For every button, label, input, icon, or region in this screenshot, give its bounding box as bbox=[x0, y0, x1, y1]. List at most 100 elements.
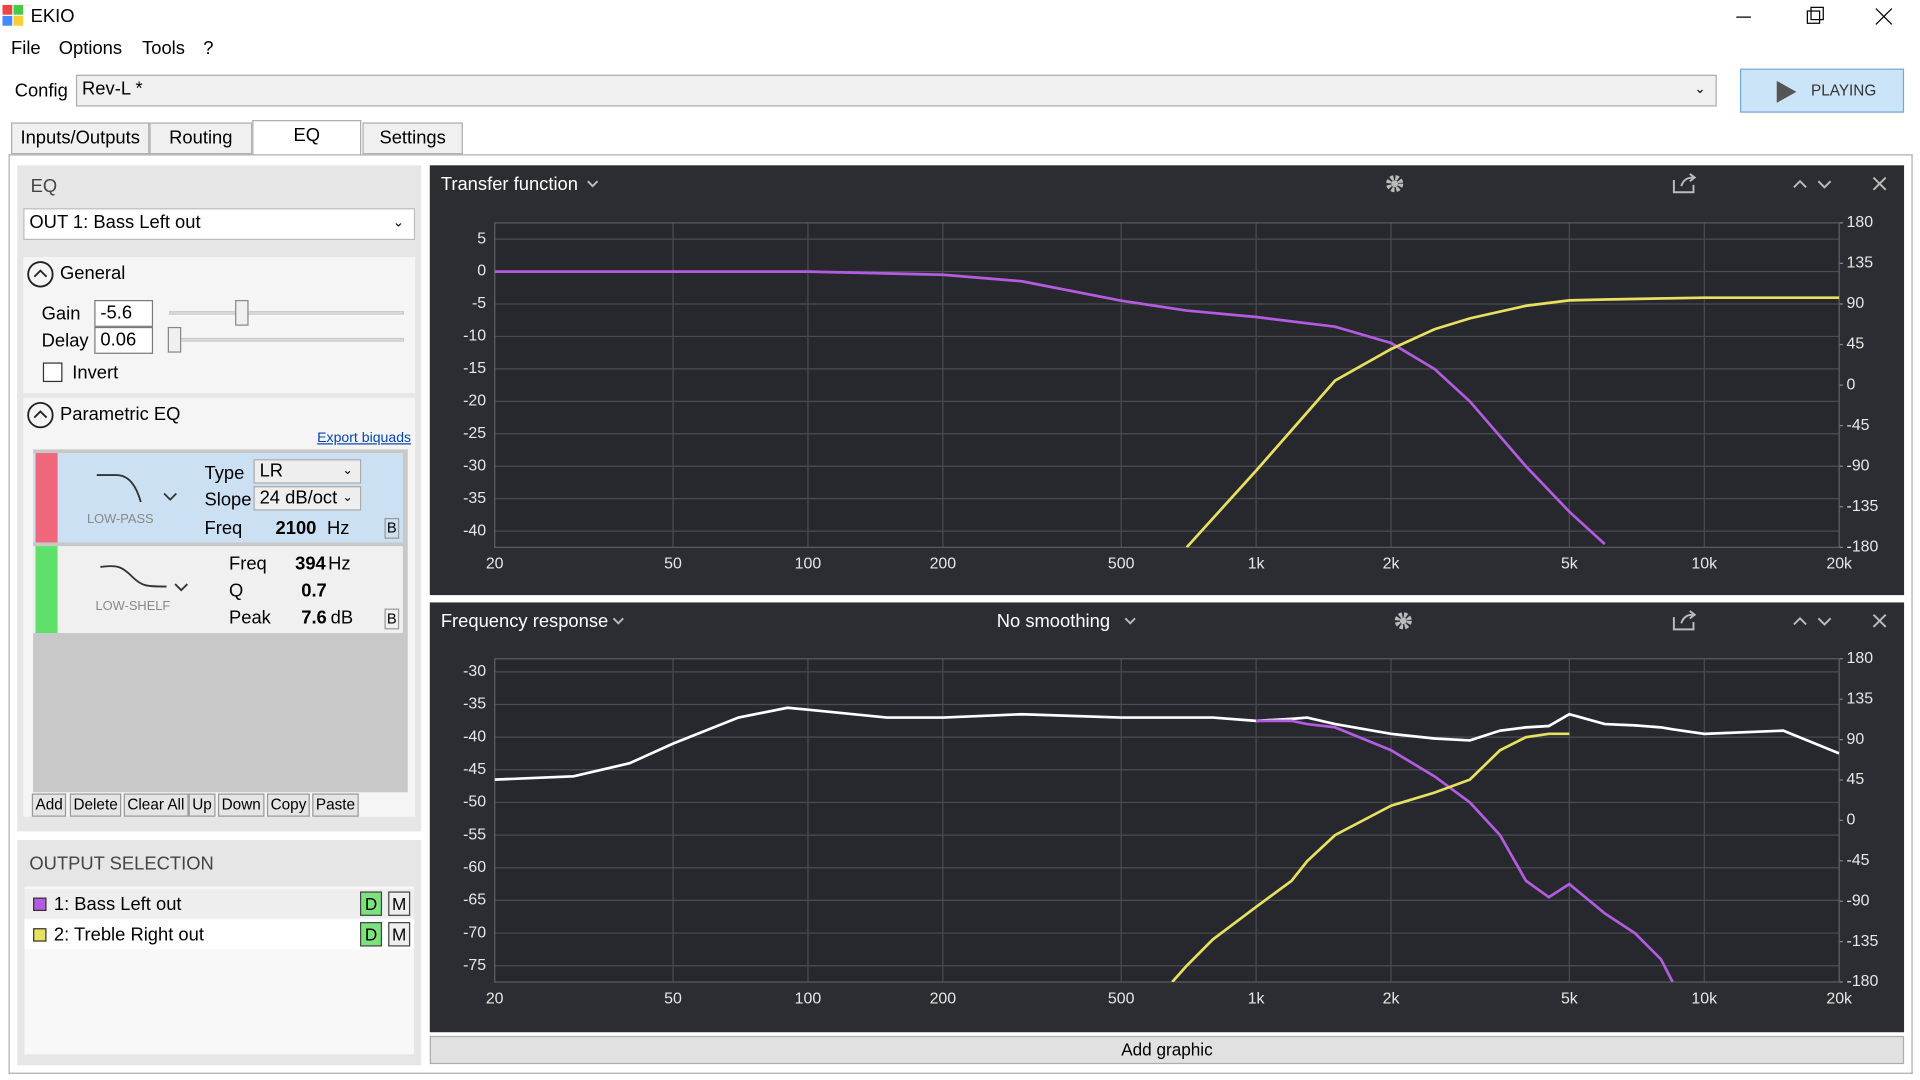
x-tick-label: 200 bbox=[930, 556, 957, 573]
freq-value[interactable]: 394 bbox=[295, 553, 326, 575]
peak-value[interactable]: 7.6 bbox=[301, 607, 327, 629]
chart-title[interactable]: Frequency response bbox=[440, 611, 609, 632]
export-link[interactable]: Export biquads bbox=[317, 431, 412, 446]
chart-title[interactable]: Transfer function bbox=[440, 173, 578, 195]
add-filter-button[interactable]: Add bbox=[31, 793, 67, 817]
y-tick-label: -20 bbox=[463, 393, 486, 410]
delay-slider[interactable] bbox=[168, 337, 405, 342]
tab[interactable]: Settings bbox=[362, 122, 463, 155]
filter-name: LOW-SHELF bbox=[95, 598, 171, 614]
filter-color bbox=[35, 546, 58, 634]
smoothing-select[interactable]: No smoothing bbox=[996, 611, 1111, 632]
config-value: Rev-L * bbox=[82, 78, 143, 100]
delay-input[interactable]: 0.06 bbox=[94, 326, 154, 354]
play-button[interactable]: PLAYING bbox=[1740, 68, 1905, 113]
plot-area bbox=[494, 222, 1840, 548]
tab-selected[interactable]: EQ bbox=[252, 120, 362, 156]
down-button[interactable]: Down bbox=[217, 793, 265, 817]
y2-tick-label: -135 bbox=[1847, 498, 1879, 515]
q-value[interactable]: 0.7 bbox=[301, 580, 327, 602]
data-line bbox=[494, 706, 1840, 781]
output-row[interactable] bbox=[24, 919, 414, 949]
y-tick-label: -30 bbox=[463, 457, 486, 474]
y2-tick-label: 0 bbox=[1847, 812, 1856, 829]
output-color bbox=[33, 928, 47, 942]
display-toggle[interactable]: D bbox=[360, 891, 383, 916]
y2-tick-label: -180 bbox=[1847, 539, 1879, 556]
display-toggle[interactable]: D bbox=[360, 922, 383, 947]
collapse-icon[interactable] bbox=[26, 260, 55, 289]
frequency-response-chart: 20 50 100 200 500 1k 2k 5k 10k 20k -30 -35 -40 -45 -50… bbox=[463, 610, 1887, 1007]
window-controls[interactable] bbox=[1727, 5, 1911, 29]
output-select-value: OUT 1: Bass Left out bbox=[29, 211, 201, 233]
x-tick-label: 500 bbox=[1108, 990, 1135, 1007]
data-line bbox=[1256, 719, 1674, 983]
freq-value[interactable]: 2100 bbox=[275, 517, 317, 539]
y2-tick-label: 180 bbox=[1847, 214, 1874, 231]
y2-tick-label: -180 bbox=[1847, 973, 1879, 990]
x-tick-label: 2k bbox=[1383, 990, 1400, 1007]
x-tick-label: 1k bbox=[1248, 556, 1265, 573]
slope-label: Slope bbox=[204, 489, 252, 511]
x-tick-label: 10k bbox=[1691, 556, 1717, 573]
menu-item[interactable]: File bbox=[11, 37, 41, 59]
mute-toggle[interactable]: M bbox=[388, 891, 411, 916]
delete-filter-button[interactable]: Delete bbox=[69, 793, 122, 817]
menu-item[interactable]: Tools bbox=[142, 37, 185, 59]
output-select[interactable]: OUT 1: Bass Left out ⌄ bbox=[23, 208, 416, 240]
y2-tick-label: -45 bbox=[1847, 417, 1870, 434]
lowshelf-icon bbox=[100, 565, 188, 592]
slope-select[interactable]: 24 dB/oct ⌄ bbox=[253, 486, 362, 511]
tab-line bbox=[252, 154, 1913, 156]
collapse-icon[interactable] bbox=[26, 400, 55, 429]
y2-tick-label: 90 bbox=[1847, 731, 1865, 748]
plot-frame bbox=[494, 222, 1840, 548]
type-label: Type bbox=[204, 462, 245, 484]
bypass-button[interactable]: B bbox=[384, 517, 400, 539]
y-tick-label: -5 bbox=[472, 295, 486, 312]
y2-tick-label: -135 bbox=[1847, 933, 1879, 950]
q-label: Q bbox=[228, 580, 244, 602]
x-tick-label: 200 bbox=[930, 990, 957, 1007]
data-line bbox=[1185, 296, 1840, 548]
y-tick-label: -40 bbox=[463, 522, 486, 539]
y2-tick-label: 135 bbox=[1847, 690, 1874, 707]
window-title: EKIO bbox=[30, 6, 75, 27]
y2-tick-label: 90 bbox=[1847, 295, 1865, 312]
freq-label: Freq bbox=[228, 553, 267, 575]
x-tick-label: 2k bbox=[1383, 556, 1400, 573]
y2-tick-label: 0 bbox=[1847, 376, 1856, 393]
clear-all-button[interactable]: Clear All bbox=[123, 793, 189, 817]
paste-button[interactable]: Paste bbox=[312, 793, 359, 817]
menu-item[interactable]: Options bbox=[58, 37, 123, 59]
parametric-label: Parametric EQ bbox=[60, 404, 181, 425]
filter-item[interactable] bbox=[33, 546, 403, 634]
panel-toolbar[interactable] bbox=[612, 610, 1887, 631]
filter-color bbox=[35, 453, 58, 543]
add-graphic-button[interactable]: Add graphic bbox=[429, 1035, 1905, 1065]
tab[interactable]: Inputs/Outputs bbox=[11, 122, 150, 155]
gain-slider-thumb[interactable] bbox=[235, 300, 249, 326]
config-select[interactable]: Rev-L * ⌄ bbox=[75, 74, 1717, 107]
invert-checkbox[interactable] bbox=[42, 362, 63, 383]
mute-toggle[interactable]: M bbox=[388, 922, 411, 947]
chart-panel: 20 50 100 200 500 1k 2k 5k 10k 20k -30 -35 -40 -45 -50… bbox=[429, 602, 1905, 1033]
copy-button[interactable]: Copy bbox=[266, 793, 311, 817]
output-row[interactable] bbox=[24, 888, 414, 919]
tab[interactable]: Routing bbox=[149, 122, 253, 155]
transfer-function-chart: 20 50 100 200 500 1k 2k 5k 10k 20k50-5-10-15-20-2… bbox=[463, 173, 1887, 573]
delay-label: Delay bbox=[41, 330, 89, 352]
delay-slider-thumb[interactable] bbox=[167, 326, 182, 353]
type-select[interactable]: LR ⌄ bbox=[253, 459, 362, 484]
peak-unit: dB bbox=[330, 607, 354, 629]
x-tick-label: 20 bbox=[486, 556, 504, 573]
up-button[interactable]: Up bbox=[188, 793, 216, 817]
y-tick-label: -75 bbox=[463, 957, 486, 974]
bypass-button[interactable]: B bbox=[384, 608, 400, 630]
y-tick-label: -65 bbox=[463, 892, 486, 909]
gain-slider[interactable] bbox=[168, 311, 405, 315]
data-line bbox=[494, 270, 1606, 546]
menu-item[interactable]: ? bbox=[203, 37, 214, 59]
panel-toolbar[interactable] bbox=[587, 173, 1887, 194]
gain-input[interactable]: -5.6 bbox=[94, 300, 154, 327]
